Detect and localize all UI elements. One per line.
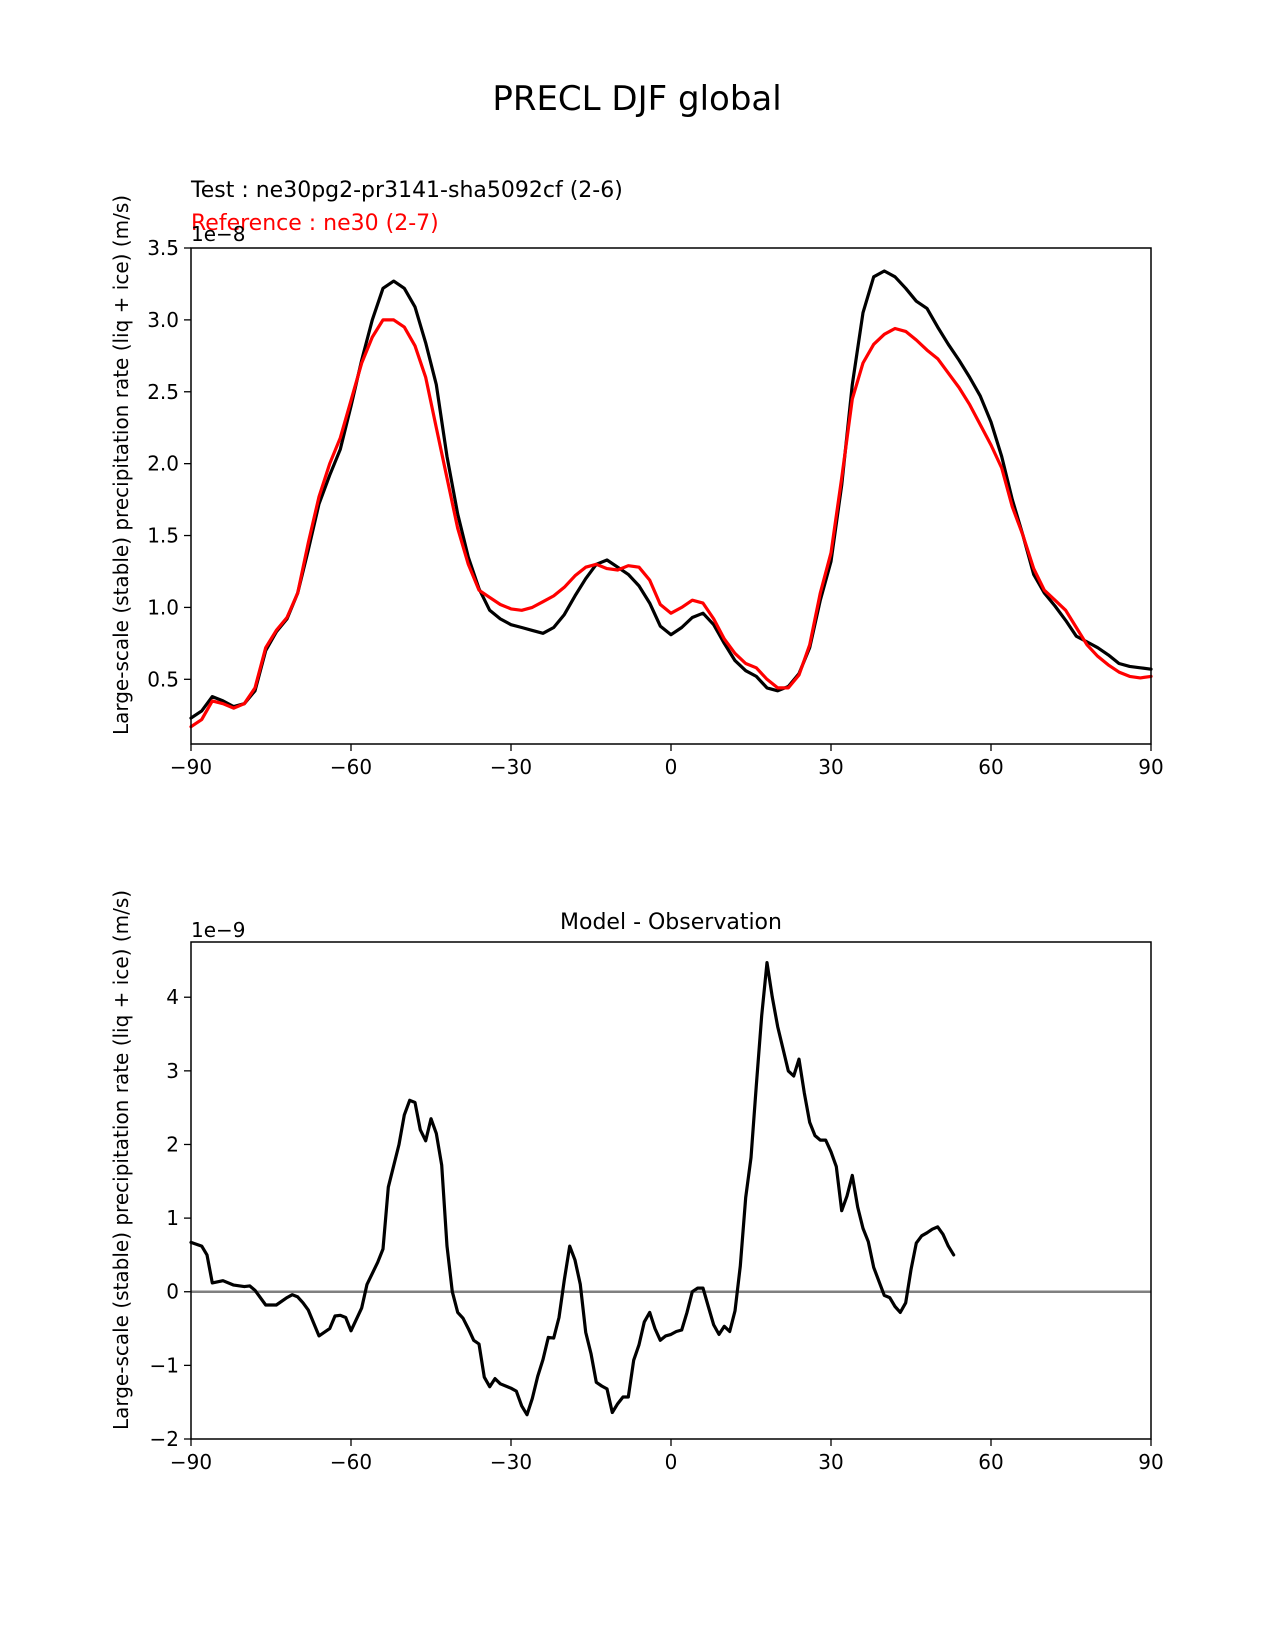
y-tick-label: 3.0 xyxy=(147,308,179,332)
x-tick-label: −90 xyxy=(170,755,212,779)
plot-area: −90 −60 −30 0 30 60 90 0.5 1.0 1.5 2.0 2.5 3.0 3.5 xyxy=(147,236,1164,779)
difference-series-line xyxy=(191,963,954,1415)
bottom-panel: Model - Observation 1e−9 Large-scale (st… xyxy=(109,890,1164,1474)
axes-frame xyxy=(191,942,1151,1439)
x-tick-label: 60 xyxy=(978,1450,1003,1474)
y-tick-label: 3.5 xyxy=(147,236,179,260)
x-tick-label: 90 xyxy=(1138,755,1163,779)
y-tick-label: 1 xyxy=(166,1206,179,1230)
test-series-line xyxy=(191,271,1151,718)
y-offset-text: 1e−9 xyxy=(191,918,246,942)
y-tick-label: 0.5 xyxy=(147,667,179,691)
subplot-title: Model - Observation xyxy=(560,910,782,935)
y-tick-label: −1 xyxy=(150,1353,179,1377)
y-axis-label: Large-scale (stable) precipitation rate … xyxy=(109,890,133,1430)
y-tick-label: 3 xyxy=(166,1059,179,1083)
axes-frame xyxy=(191,248,1151,744)
y-tick-label: 4 xyxy=(166,985,179,1009)
plot-area: −90 −60 −30 0 30 60 90 −2 −1 0 1 2 3 4 xyxy=(150,963,1164,1474)
x-tick-label: 30 xyxy=(818,1450,843,1474)
y-tick-label: 1.0 xyxy=(147,595,179,619)
figure-title: PRECL DJF global xyxy=(492,79,781,119)
x-tick-label: −30 xyxy=(490,755,532,779)
x-tick-label: −30 xyxy=(490,1450,532,1474)
x-tick-label: 60 xyxy=(978,755,1003,779)
y-axis-label: Large-scale (stable) precipitation rate … xyxy=(109,195,133,735)
y-tick-label: 0 xyxy=(166,1280,179,1304)
x-tick-label: 30 xyxy=(818,755,843,779)
x-tick-label: 0 xyxy=(665,755,678,779)
y-tick-label: −2 xyxy=(150,1427,179,1451)
top-panel: Test : ne30pg2-pr3141-sha5092cf (2-6) Re… xyxy=(109,178,1164,779)
x-tick-label: −60 xyxy=(330,755,372,779)
figure: PRECL DJF global Test : ne30pg2-pr3141-s… xyxy=(0,0,1275,1650)
y-tick-label: 2 xyxy=(166,1132,179,1156)
reference-series-line xyxy=(191,320,1151,727)
x-tick-label: 0 xyxy=(665,1450,678,1474)
y-tick-label: 2.0 xyxy=(147,452,179,476)
x-tick-label: 90 xyxy=(1138,1450,1163,1474)
x-tick-label: −60 xyxy=(330,1450,372,1474)
y-tick-label: 1.5 xyxy=(147,524,179,548)
x-tick-label: −90 xyxy=(170,1450,212,1474)
test-label: Test : ne30pg2-pr3141-sha5092cf (2-6) xyxy=(190,178,623,203)
y-offset-text: 1e−8 xyxy=(191,222,246,246)
y-tick-label: 2.5 xyxy=(147,380,179,404)
